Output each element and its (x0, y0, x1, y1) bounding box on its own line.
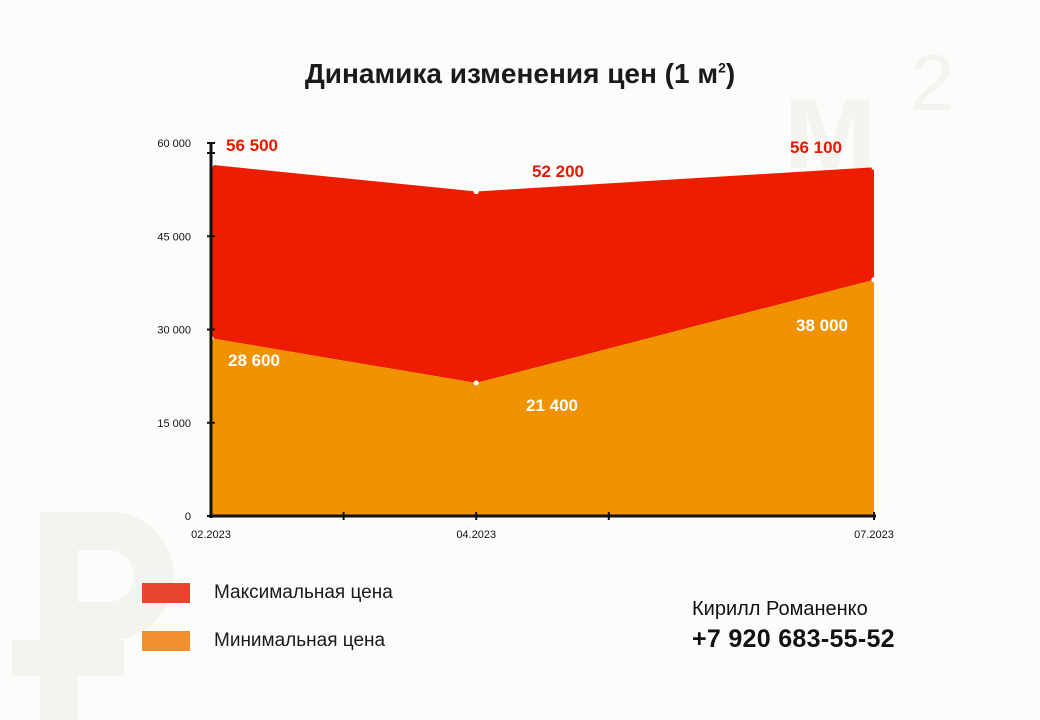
data-label-max: 56 500 (226, 136, 278, 155)
plot-area: 0 15 000 30 000 45 000 60 000 02.2023 04.2023 0… (157, 136, 894, 541)
contact-name: Кирилл Романенко (692, 598, 868, 620)
y-tick-label: 15 000 (157, 418, 191, 430)
x-tick-label: 07.2023 (854, 529, 894, 541)
data-point (871, 277, 877, 283)
data-label-min: 28 600 (228, 351, 280, 370)
data-label-max: 52 200 (532, 162, 584, 181)
data-label-min: 38 000 (796, 316, 848, 335)
legend-swatch-min (142, 631, 190, 651)
chart-title: Динамика изменения цен (1 м2) (304, 58, 736, 89)
contact-phone: +7 920 683-55-52 (692, 625, 895, 653)
data-point (473, 188, 479, 195)
data-label-min: 21 400 (526, 396, 578, 415)
y-tick-label: 45 000 (157, 231, 191, 243)
legend-item-max: Максимальная цена (142, 582, 393, 604)
y-tick-label: 60 000 (157, 138, 191, 150)
legend-swatch-max (142, 583, 190, 603)
legend-label-min: Минимальная цена (214, 630, 386, 651)
series-area-min (211, 279, 874, 516)
y-tick-label: 0 (185, 511, 191, 523)
contact-block: Кирилл Романенко +7 920 683-55-52 (692, 598, 895, 654)
y-tick-label: 30 000 (157, 325, 191, 337)
data-point (871, 164, 877, 170)
data-point (473, 380, 479, 386)
x-tick-label: 02.2023 (191, 529, 231, 541)
legend-label-max: Максимальная цена (214, 582, 393, 603)
series-area-max (211, 164, 874, 383)
x-tick-label: 04.2023 (456, 529, 496, 541)
unit-watermark-sup: 2 (910, 38, 955, 127)
data-label-max: 56 100 (790, 138, 842, 157)
ruble-icon (12, 512, 174, 720)
legend-item-min: Минимальная цена (142, 630, 385, 652)
